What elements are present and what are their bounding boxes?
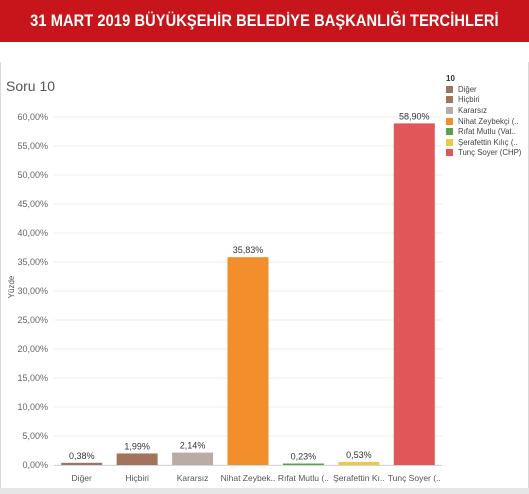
bar xyxy=(393,123,435,465)
bottom-strip xyxy=(0,488,529,494)
category-label: Hiçbiri xyxy=(125,473,149,483)
legend-label: Şerafettin Kılıç (.. xyxy=(458,137,518,147)
data-label: 2,14% xyxy=(180,441,206,451)
legend-swatch xyxy=(446,149,453,157)
chart-title: Soru 10 xyxy=(6,78,56,94)
data-label: 0,23% xyxy=(291,452,317,462)
category-label: Şerafettin Kı.. xyxy=(333,473,385,483)
legend-label: Rıfat Mutlu (Vat.. xyxy=(458,127,516,137)
legend-swatch xyxy=(446,106,453,114)
legend-item: Hiçbiri xyxy=(446,95,528,106)
legend-label: Diğer xyxy=(458,84,477,94)
y-tick-label: 0,00% xyxy=(22,460,48,470)
y-tick-label: 15,00% xyxy=(17,373,48,383)
data-label: 58,90% xyxy=(399,111,430,121)
y-tick-label: 50,00% xyxy=(17,170,48,180)
y-tick-label: 25,00% xyxy=(17,315,48,325)
legend-swatch xyxy=(446,138,453,146)
data-label: 35,83% xyxy=(233,245,264,255)
y-tick-label: 20,00% xyxy=(17,344,48,354)
y-axis-title: Yüzde xyxy=(7,275,16,298)
legend-swatch xyxy=(446,128,453,136)
category-label: Diğer xyxy=(72,473,92,483)
legend-label: Nihat Zeybekçi (.. xyxy=(458,116,519,126)
legend-label: Kararsız xyxy=(458,105,488,115)
y-tick-label: 30,00% xyxy=(17,286,48,296)
legend-label: Hiçbiri xyxy=(458,95,480,105)
data-label: 1,99% xyxy=(124,441,150,451)
legend-swatch xyxy=(446,117,453,125)
banner-title: 31 MART 2019 BÜYÜKŞEHİR BELEDİYE BAŞKANL… xyxy=(30,11,499,30)
y-tick-label: 55,00% xyxy=(17,141,48,151)
legend-item: Nihat Zeybekçi (.. xyxy=(446,116,528,127)
y-tick-label: 10,00% xyxy=(17,402,48,412)
legend-label: Tunç Soyer (CHP) xyxy=(458,148,522,158)
legend-item: Tunç Soyer (CHP) xyxy=(446,148,528,159)
bar xyxy=(61,462,103,465)
bar xyxy=(227,257,269,465)
category-label: Rıfat Mutlu (.. xyxy=(278,473,329,483)
bar xyxy=(338,461,380,465)
legend-item: Şerafettin Kılıç (.. xyxy=(446,137,528,148)
legend-item: Kararsız xyxy=(446,105,528,116)
bar xyxy=(282,463,324,465)
category-label: Nihat Zeybek.. xyxy=(221,473,276,483)
legend-item: Rıfat Mutlu (Vat.. xyxy=(446,126,528,137)
bar xyxy=(116,453,158,465)
legend-title: 10 xyxy=(446,74,455,83)
y-tick-label: 40,00% xyxy=(17,228,48,238)
y-tick-label: 60,00% xyxy=(17,112,48,122)
y-tick-label: 45,00% xyxy=(17,199,48,209)
category-label: Kararsız xyxy=(177,473,209,483)
header-banner: 31 MART 2019 BÜYÜKŞEHİR BELEDİYE BAŞKANL… xyxy=(0,0,529,42)
legend-swatch xyxy=(446,96,453,104)
y-tick-label: 5,00% xyxy=(22,431,48,441)
category-label: Tunç Soyer (.. xyxy=(388,473,441,483)
data-label: 0,38% xyxy=(69,451,95,461)
legend-swatch xyxy=(446,85,453,93)
legend-item: Diğer xyxy=(446,84,528,95)
legend: 10 Diğer Hiçbiri Kararsız Nihat Zeybekçi (.… xyxy=(446,74,528,158)
bar xyxy=(172,452,214,465)
legend-items: Diğer Hiçbiri Kararsız Nihat Zeybekçi (.. Rı… xyxy=(446,84,528,158)
y-tick-label: 35,00% xyxy=(17,257,48,267)
data-label: 0,53% xyxy=(346,450,372,460)
